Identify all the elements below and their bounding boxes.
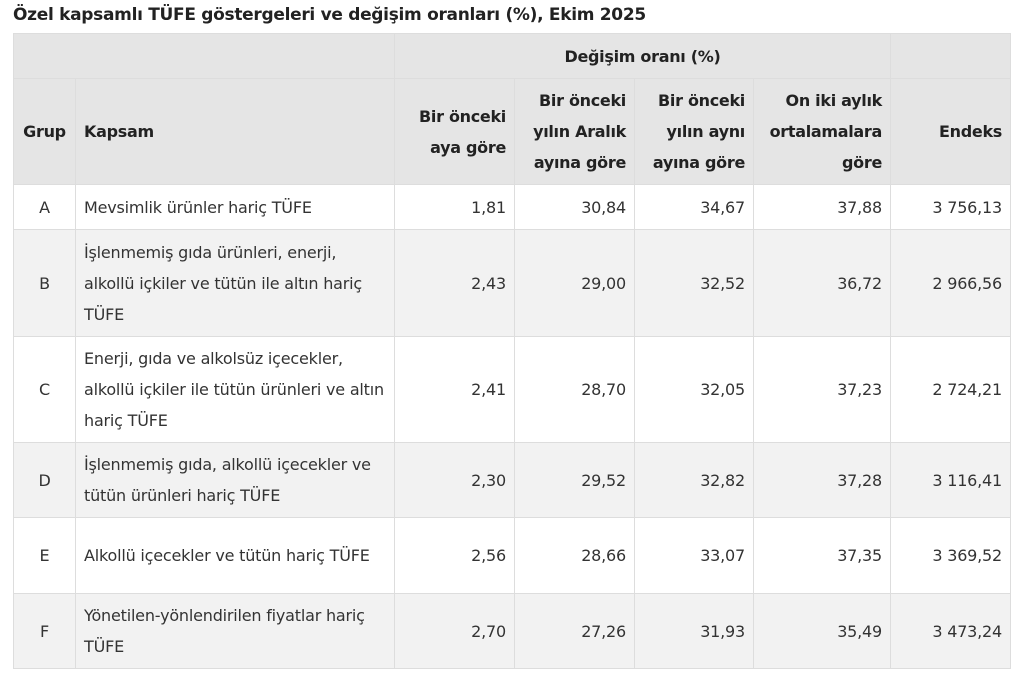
cell-ytd: 29,52 (514, 442, 635, 518)
table-row: A Mevsimlik ürünler hariç TÜFE 1,81 30,8… (13, 184, 1012, 230)
cell-ytd: 29,00 (514, 229, 635, 337)
header-row-group: Değişim oranı (%) (13, 33, 1012, 79)
cell-ytd: 30,84 (514, 184, 635, 230)
cell-ytd: 28,70 (514, 336, 635, 443)
header-grup: Grup (13, 78, 76, 185)
header-endeks: Endeks (890, 78, 1012, 185)
cell-monthly: 2,30 (394, 442, 515, 518)
cell-grup: B (13, 229, 76, 337)
cell-annual: 32,52 (634, 229, 754, 337)
cell-kapsam: İşlenmemiş gıda ürünleri, enerji, alkoll… (75, 229, 395, 337)
table-row: D İşlenmemiş gıda, alkollü içecekler ve … (13, 442, 1012, 518)
cell-annual: 32,05 (634, 336, 754, 443)
cell-12m-average: 37,88 (752, 184, 892, 230)
table-row: C Enerji, gıda ve alkolsüz içecekler, al… (13, 336, 1012, 443)
cell-annual: 34,67 (634, 184, 754, 230)
table-row: B İşlenmemiş gıda ürünleri, enerji, alko… (13, 229, 1012, 337)
cell-endeks: 3 116,41 (890, 442, 1012, 518)
cell-ytd: 28,66 (514, 517, 635, 594)
cell-monthly: 2,56 (394, 517, 515, 594)
cell-12m-average: 37,23 (752, 336, 892, 443)
header-empty-cell (13, 33, 395, 79)
cell-12m-average: 37,35 (752, 517, 892, 594)
cpi-indicators-table: Değişim oranı (%) Grup Kapsam Bir önceki… (13, 33, 1012, 669)
cell-annual: 33,07 (634, 517, 754, 594)
cell-grup: E (13, 517, 76, 594)
cell-annual: 32,82 (634, 442, 754, 518)
header-monthly: Bir önceki aya göre (394, 78, 515, 185)
cell-endeks: 2 966,56 (890, 229, 1012, 337)
header-empty-cell (890, 33, 1012, 79)
table-row: F Yönetilen-yönlendirilen fiyatlar hariç… (13, 593, 1012, 669)
cell-annual: 31,93 (634, 593, 754, 669)
cell-grup: A (13, 184, 76, 230)
cell-monthly: 2,70 (394, 593, 515, 669)
cell-grup: D (13, 442, 76, 518)
header-change-rate: Değişim oranı (%) (393, 33, 892, 79)
header-row-columns: Grup Kapsam Bir önceki aya göre Bir önce… (13, 78, 1012, 185)
cell-ytd: 27,26 (514, 593, 635, 669)
cell-kapsam: Alkollü içecekler ve tütün hariç TÜFE (75, 517, 395, 594)
cell-12m-average: 35,49 (752, 593, 892, 669)
cell-endeks: 2 724,21 (890, 336, 1012, 443)
table-row: E Alkollü içecekler ve tütün hariç TÜFE … (13, 517, 1012, 594)
header-kapsam: Kapsam (75, 78, 395, 185)
header-12m-average: On iki aylık ortalamalara göre (752, 78, 892, 185)
cell-monthly: 2,43 (394, 229, 515, 337)
cell-kapsam: Yönetilen-yönlendirilen fiyatlar hariç T… (75, 593, 395, 669)
cell-grup: F (13, 593, 76, 669)
cell-monthly: 2,41 (394, 336, 515, 443)
cell-12m-average: 37,28 (752, 442, 892, 518)
cell-kapsam: İşlenmemiş gıda, alkollü içecekler ve tü… (75, 442, 395, 518)
cell-kapsam: Mevsimlik ürünler hariç TÜFE (75, 184, 395, 230)
cell-grup: C (13, 336, 76, 443)
cell-endeks: 3 369,52 (890, 517, 1012, 594)
header-ytd: Bir önceki yılın Aralık ayına göre (514, 78, 635, 185)
cell-kapsam: Enerji, gıda ve alkolsüz içecekler, alko… (75, 336, 395, 443)
cell-monthly: 1,81 (394, 184, 515, 230)
header-annual: Bir önceki yılın aynı ayına göre (634, 78, 754, 185)
cell-endeks: 3 473,24 (890, 593, 1012, 669)
table-title: Özel kapsamlı TÜFE göstergeleri ve değiş… (13, 5, 646, 25)
cell-endeks: 3 756,13 (890, 184, 1012, 230)
cell-12m-average: 36,72 (752, 229, 892, 337)
